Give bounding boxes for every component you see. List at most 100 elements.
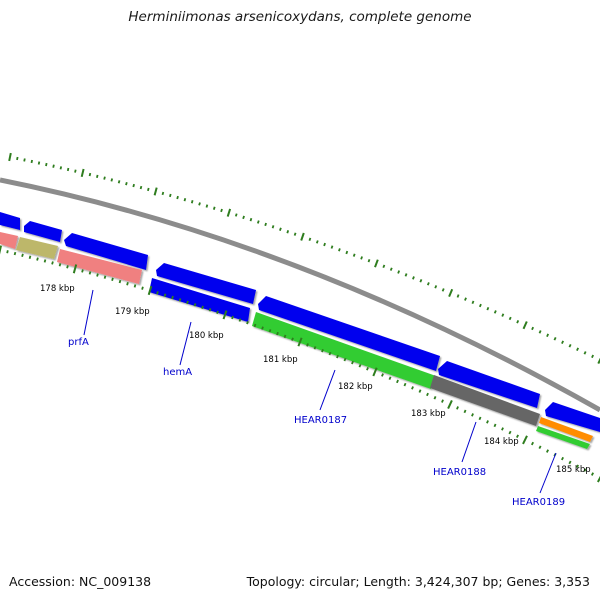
minor-tick — [16, 156, 19, 161]
minor-tick — [336, 354, 339, 359]
major-tick — [448, 288, 454, 297]
major-tick — [300, 232, 305, 241]
cds-feature-g[interactable] — [545, 402, 600, 432]
major-tick — [72, 264, 78, 274]
minor-tick — [493, 310, 497, 314]
minor-tick — [471, 413, 474, 417]
minor-tick — [216, 310, 219, 315]
minor-tick — [37, 161, 41, 165]
cds-feature-f[interactable] — [438, 361, 540, 408]
kbp-label: 180 kbp — [189, 331, 224, 341]
minor-tick — [88, 172, 92, 177]
orange-feature[interactable] — [539, 417, 593, 442]
minor-tick — [238, 318, 242, 322]
minor-tick — [36, 257, 39, 261]
major-tick — [597, 475, 600, 483]
minor-tick — [486, 306, 490, 311]
minor-tick — [478, 416, 482, 421]
minor-tick — [352, 253, 356, 257]
minor-tick — [396, 379, 399, 384]
minor-tick — [126, 282, 129, 286]
minor-tick — [169, 193, 172, 198]
minor-tick — [508, 430, 512, 435]
kbp-label: 179 kbp — [115, 307, 150, 317]
leader-line-HEAR0188 — [461, 421, 477, 463]
cds-feature-c[interactable] — [64, 233, 148, 270]
minor-tick — [45, 162, 48, 167]
minor-tick — [30, 159, 33, 164]
gene-label-hemA[interactable]: hemA — [163, 367, 192, 378]
green-feature-HEAR0189[interactable] — [536, 426, 590, 449]
minor-tick — [464, 297, 467, 301]
minor-tick — [59, 166, 63, 170]
gene-label-HEAR0189[interactable]: HEAR0189 — [512, 497, 565, 508]
kbp-label: 184 kbp — [484, 437, 519, 447]
minor-tick — [434, 285, 438, 289]
major-tick — [222, 310, 228, 320]
minor-tick — [538, 330, 542, 334]
minor-tick — [561, 456, 564, 461]
trna-feature-a[interactable] — [0, 232, 18, 249]
minor-tick — [28, 255, 32, 259]
cds-feature-hemA[interactable] — [149, 278, 250, 322]
minor-tick — [388, 376, 392, 380]
minor-tick — [231, 315, 234, 320]
minor-tick — [190, 200, 194, 204]
minor-tick — [163, 293, 167, 297]
minor-tick — [404, 273, 408, 277]
minor-tick — [397, 270, 401, 274]
minor-tick — [382, 264, 386, 269]
olive-feature[interactable] — [16, 237, 58, 259]
leader-line-prfA — [83, 289, 94, 336]
minor-tick — [110, 178, 114, 182]
outer-tick-ring — [8, 152, 600, 365]
genome-backbone — [0, 177, 600, 413]
minor-tick — [583, 468, 587, 472]
minor-tick — [276, 331, 279, 336]
minor-tick — [186, 300, 189, 305]
minor-tick — [538, 445, 542, 450]
green-feature-HEAR0187[interactable] — [252, 312, 436, 389]
minor-tick — [441, 288, 445, 292]
minor-tick — [478, 303, 482, 308]
minor-tick — [381, 373, 384, 377]
minor-tick — [531, 326, 535, 331]
gray-feature-HEAR0188[interactable] — [430, 375, 540, 426]
minor-tick — [178, 298, 182, 302]
gene-label-prfA[interactable]: prfA — [68, 337, 89, 348]
minor-tick — [591, 472, 594, 476]
minor-tick — [591, 354, 595, 359]
minor-tick — [433, 396, 437, 400]
trna-feature-prfA[interactable] — [57, 249, 142, 284]
cds-feature-e[interactable] — [258, 296, 440, 371]
minor-tick — [553, 337, 557, 341]
minor-tick — [486, 420, 489, 424]
gene-label-HEAR0188[interactable]: HEAR0188 — [433, 467, 486, 478]
minor-tick — [201, 305, 204, 310]
leader-line-HEAR0187 — [319, 369, 336, 411]
minor-tick — [161, 191, 165, 196]
minor-tick — [546, 333, 550, 338]
inner-tick-ring — [0, 245, 600, 483]
minor-tick — [471, 300, 475, 305]
gene-label-HEAR0187[interactable]: HEAR0187 — [294, 415, 347, 426]
cds-feature-b[interactable] — [24, 221, 62, 242]
major-tick — [226, 208, 232, 217]
minor-tick — [208, 308, 212, 312]
minor-tick — [176, 195, 179, 200]
minor-tick — [156, 291, 159, 295]
map-title: Herminiimonas arsenicoxydans, complete g… — [128, 9, 472, 25]
minor-tick — [111, 277, 114, 282]
cds-feature-a[interactable] — [0, 212, 20, 230]
major-tick — [522, 435, 528, 445]
accession-text: Accession: NC_009138 — [9, 574, 152, 589]
minor-tick — [315, 240, 319, 244]
cds-feature-d[interactable] — [156, 263, 256, 304]
major-tick — [147, 285, 153, 296]
minor-tick — [343, 357, 347, 362]
minor-tick — [508, 316, 512, 321]
kbp-label: 182 kbp — [338, 382, 373, 392]
minor-tick — [367, 258, 371, 263]
major-tick — [297, 337, 303, 347]
